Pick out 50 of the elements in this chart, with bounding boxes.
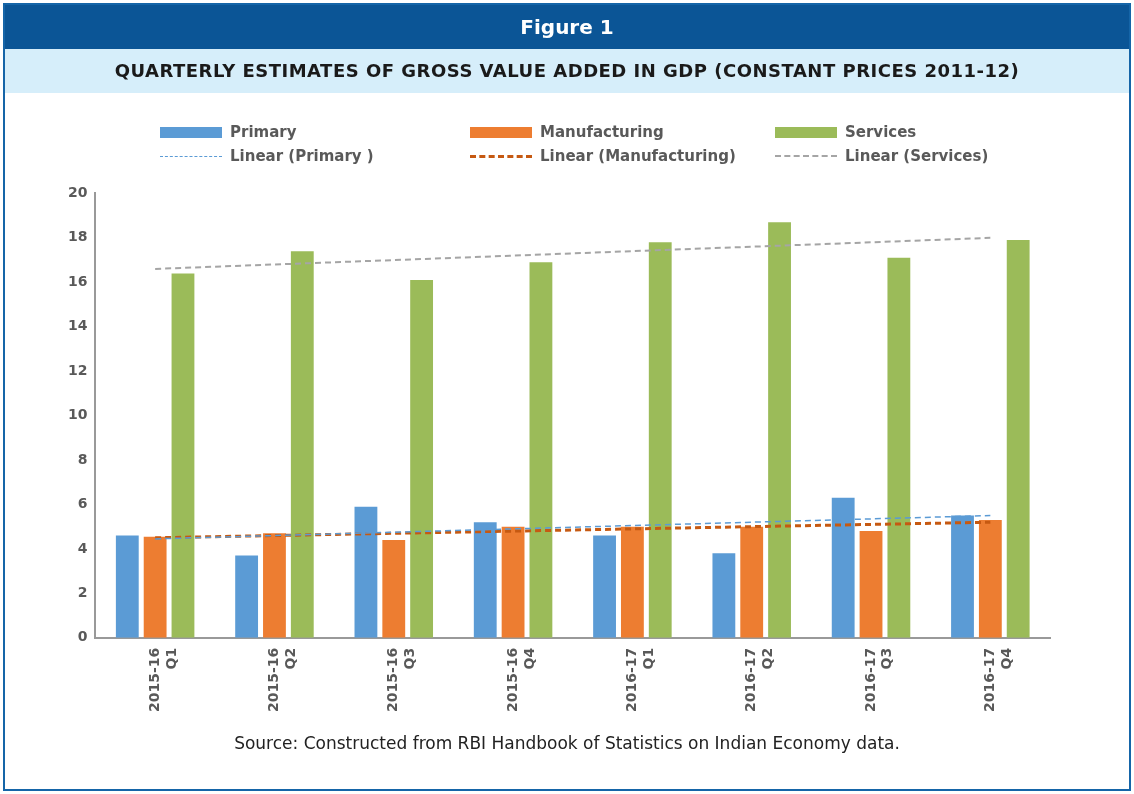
legend-label: Linear (Primary ) [230,147,374,165]
bar [235,555,259,638]
source-note: Source: Constructed from RBI Handbook of Statistics on Indian Economy data. [233,733,901,753]
x-tick-label: 2016-17 Q1 [623,647,656,713]
bar [593,535,616,638]
legend-label: Linear (Services) [845,147,989,165]
legend-label: Linear (Manufacturing) [540,147,736,165]
bar [382,539,406,638]
legend-label: Primary [230,123,297,141]
x-tick-label: 2015-16 Q3 [384,647,418,713]
bar [263,533,286,638]
line-series [153,520,992,540]
bar [712,553,736,638]
x-tick-label: 2016-17 Q4 [980,647,1014,713]
bar [887,257,911,638]
x-tick-label: 2015-16 Q2 [265,647,298,713]
y-tick-label: 16 [68,272,88,289]
bar [978,519,1002,638]
y-tick-label: 18 [68,228,88,245]
bar [859,531,883,638]
y-tick-label: 8 [77,450,88,467]
bar [115,535,139,638]
bar [768,222,791,638]
x-tick-label: 2016-17 Q3 [861,647,895,713]
line-series [154,236,992,270]
bar [529,262,553,638]
y-tick-label: 12 [68,361,88,378]
x-tick-label: 2015-16 Q4 [503,647,537,713]
chart-title: Figure 1 [5,5,1129,49]
chart-subtitle: QUARTERLY ESTIMATES OF GROSS VALUE ADDED IN GDP (CONSTANT PRICES 2011-12) [5,49,1129,93]
bar [171,273,195,638]
y-tick-label: 14 [68,317,88,334]
bar [290,251,314,638]
y-tick-label: 10 [68,406,88,423]
bar [648,242,672,638]
bar [620,526,644,638]
bar [501,526,525,638]
y-tick-label: 4 [77,539,88,556]
legend-label: Manufacturing [540,123,664,141]
y-tick-label: 0 [77,628,88,645]
bar [1006,240,1030,638]
bar [740,526,764,638]
y-tick-label: 6 [77,495,88,512]
y-tick-label: 2 [77,583,88,600]
y-tick-label: 20 [68,184,88,201]
legend-label: Services [845,123,917,141]
x-tick-label: 2016-17 Q2 [742,647,776,713]
x-tick-label: 2015-16 Q1 [145,647,179,713]
bar [410,280,434,638]
bar [143,536,167,638]
